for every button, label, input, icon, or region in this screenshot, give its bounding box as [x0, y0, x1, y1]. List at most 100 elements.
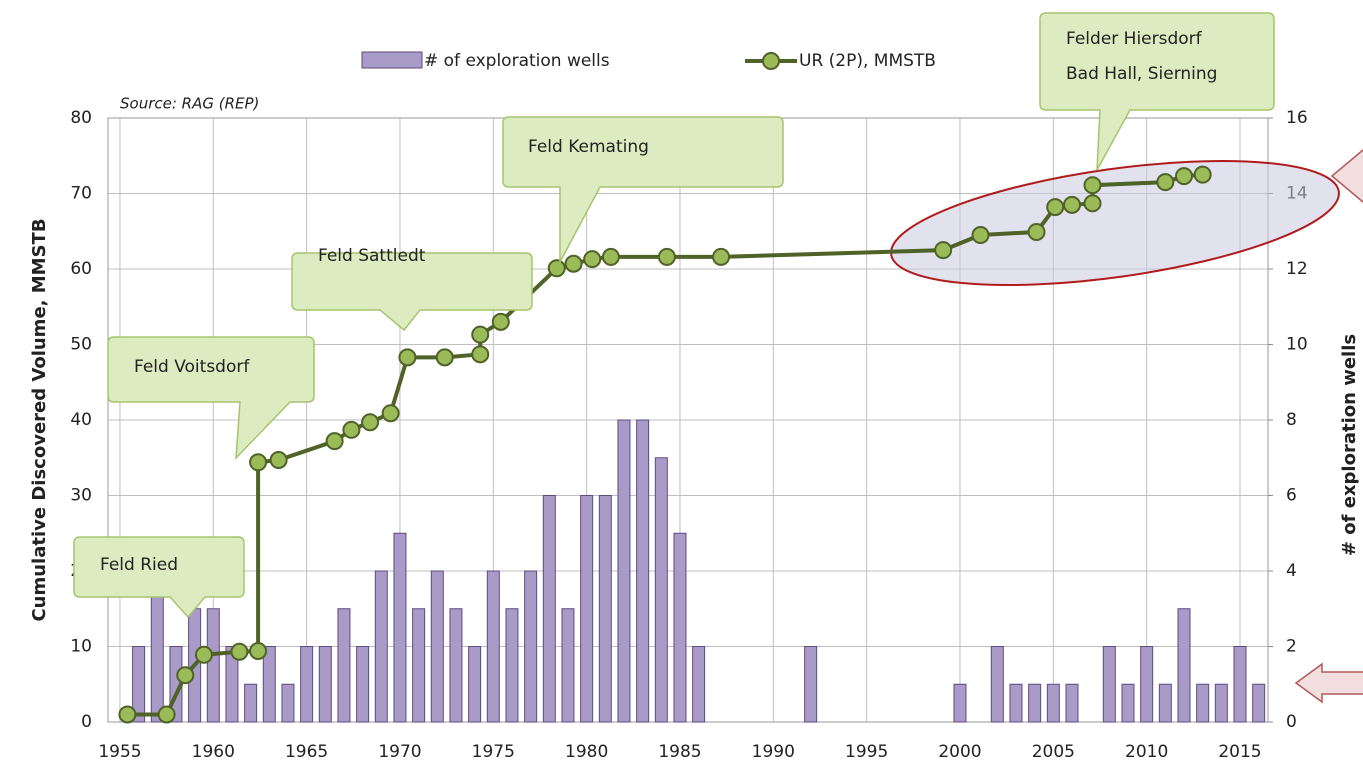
bar: [804, 646, 818, 723]
y-tick-label: 10: [70, 637, 92, 657]
line-marker: [564, 254, 583, 273]
y-tick-label: 80: [70, 108, 92, 128]
y-tick-label: 70: [70, 184, 92, 204]
bar: [1121, 683, 1135, 723]
callout-text: Felder Hiersdorf: [1066, 29, 1203, 49]
bar: [337, 608, 351, 723]
bar: [1252, 683, 1266, 723]
legend-label: UR (2P), MMSTB: [799, 51, 936, 71]
y2-axis-label: # of exploration wells: [1339, 334, 1360, 556]
x-tick-label: 1985: [658, 742, 701, 762]
callout: Feld Sattledt: [291, 246, 533, 332]
y-tick-label: 30: [70, 486, 92, 506]
line-marker: [1027, 223, 1046, 242]
line-marker: [1174, 167, 1193, 186]
line-marker: [971, 226, 990, 245]
line-marker: [361, 413, 380, 432]
y2-tick-label: 12: [1286, 259, 1308, 279]
callout-text: Feld Sattledt: [318, 246, 426, 266]
bar: [953, 683, 967, 723]
legend-swatch: [762, 52, 780, 70]
line-marker: [547, 259, 566, 278]
x-tick-label: 1975: [472, 742, 515, 762]
bar: [132, 646, 146, 723]
line-marker: [934, 241, 953, 260]
line-marker: [601, 247, 620, 266]
line-marker: [230, 642, 249, 661]
bar: [505, 608, 519, 723]
line-marker: [1156, 173, 1175, 192]
callout-text: Feld Voitsdorf: [134, 357, 250, 377]
y2-tick-label: 4: [1286, 561, 1297, 581]
bar: [1065, 683, 1079, 723]
x-tick-label: 2000: [938, 742, 981, 762]
y-tick-label: 40: [70, 410, 92, 430]
callout-text: Feld Ried: [100, 555, 178, 575]
y2-tick-label: 0: [1286, 712, 1297, 732]
callout-text: Bad Hall, Sierning: [1066, 64, 1217, 84]
bar: [225, 646, 239, 723]
bar: [990, 646, 1004, 723]
y2-tick-label: 2: [1286, 637, 1297, 657]
line-marker: [342, 420, 361, 439]
y-tick-label: 60: [70, 259, 92, 279]
bar: [673, 532, 687, 723]
line-marker: [583, 250, 602, 269]
x-tick-label: 1995: [845, 742, 888, 762]
bar: [300, 646, 314, 723]
bar: [412, 608, 426, 723]
line-marker: [269, 451, 288, 470]
bar: [561, 608, 575, 723]
callout-text: Feld Kemating: [528, 137, 649, 157]
bar: [617, 419, 631, 723]
bar: [1233, 646, 1247, 723]
line-marker: [249, 453, 268, 472]
bar: [1028, 683, 1042, 723]
x-tick-label: 1960: [192, 742, 235, 762]
bar: [636, 419, 650, 723]
x-tick-label: 1955: [98, 742, 141, 762]
x-tick-label: 1965: [285, 742, 328, 762]
line-marker: [657, 247, 676, 266]
bar: [393, 532, 407, 723]
y-tick-label: 0: [81, 712, 92, 732]
bar: [692, 646, 706, 723]
line-marker: [1062, 195, 1081, 214]
x-tick-label: 2005: [1032, 742, 1075, 762]
line-marker: [471, 325, 490, 344]
legend-swatch: [361, 51, 423, 69]
y-axis-label: Cumulative Discovered Volume, MMSTB: [29, 218, 50, 621]
bar: [598, 495, 612, 723]
y2-tick-label: 10: [1286, 335, 1308, 355]
bar: [262, 646, 276, 723]
line-marker: [435, 348, 454, 367]
bar: [1102, 646, 1116, 723]
callout: Feld Voitsdorf: [107, 336, 315, 461]
bar: [542, 495, 556, 723]
x-tick-label: 1970: [378, 742, 421, 762]
plot: [118, 165, 1266, 724]
line-marker: [398, 348, 417, 367]
callout: Feld Kemating: [502, 116, 784, 263]
legend-label: # of exploration wells: [424, 51, 610, 71]
bar: [580, 495, 594, 723]
bar: [449, 608, 463, 723]
line-marker: [1083, 194, 1102, 213]
bar: [318, 646, 332, 723]
y2-tick-label: 8: [1286, 410, 1297, 430]
source-note: Source: RAG (REP): [120, 95, 259, 113]
line-marker: [325, 432, 344, 451]
y2-tick-label: 6: [1286, 486, 1297, 506]
bar: [206, 608, 220, 723]
highlight-ellipse: [890, 159, 1340, 287]
line-marker: [381, 404, 400, 423]
bar: [356, 646, 370, 723]
x-tick-label: 2015: [1218, 742, 1261, 762]
bar: [1196, 683, 1210, 723]
bar: [1177, 608, 1191, 723]
line-marker: [176, 666, 195, 685]
bar: [244, 683, 258, 723]
arrow: [1330, 149, 1363, 203]
line-marker: [118, 705, 137, 724]
